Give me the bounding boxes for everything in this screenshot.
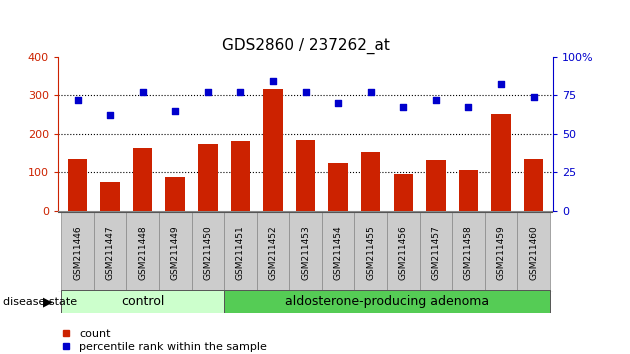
Text: GSM211450: GSM211450 — [203, 225, 212, 280]
Bar — [198, 144, 217, 211]
Point — [105, 112, 115, 118]
Bar — [484, 212, 517, 292]
Bar — [61, 290, 224, 313]
Legend: count, percentile rank within the sample: count, percentile rank within the sample — [57, 324, 272, 354]
Point — [464, 105, 474, 110]
Text: aldosterone-producing adenoma: aldosterone-producing adenoma — [285, 295, 489, 308]
Bar — [322, 212, 355, 292]
Text: disease state: disease state — [3, 297, 81, 307]
Bar — [159, 212, 192, 292]
Bar — [224, 212, 256, 292]
Point — [137, 89, 147, 95]
Text: GSM211449: GSM211449 — [171, 225, 180, 280]
Text: GSM211451: GSM211451 — [236, 225, 245, 280]
Bar — [426, 160, 445, 211]
Point — [431, 97, 441, 103]
Bar — [166, 177, 185, 211]
Bar — [355, 212, 387, 292]
Bar — [361, 152, 381, 211]
Point — [236, 89, 246, 95]
Text: GSM211453: GSM211453 — [301, 225, 310, 280]
Text: GSM211448: GSM211448 — [138, 225, 147, 280]
Point — [301, 89, 311, 95]
Point — [170, 108, 180, 113]
Bar — [289, 212, 322, 292]
Text: GSM211455: GSM211455 — [366, 225, 375, 280]
Text: GSM211454: GSM211454 — [334, 225, 343, 280]
Bar — [328, 162, 348, 211]
Text: ▶: ▶ — [43, 295, 53, 308]
Text: GSM211446: GSM211446 — [73, 225, 82, 280]
Point — [268, 79, 278, 84]
Bar — [100, 182, 120, 211]
Bar — [263, 89, 283, 211]
Bar — [491, 114, 511, 211]
Text: control: control — [121, 295, 164, 308]
Bar — [295, 140, 316, 211]
Text: GSM211456: GSM211456 — [399, 225, 408, 280]
Bar — [133, 148, 152, 211]
Bar — [68, 159, 88, 211]
Bar — [224, 290, 550, 313]
Bar — [387, 212, 420, 292]
Point — [365, 89, 375, 95]
Bar — [420, 212, 452, 292]
Bar — [452, 212, 484, 292]
Text: GSM211459: GSM211459 — [496, 225, 505, 280]
Bar — [517, 212, 550, 292]
Text: GSM211457: GSM211457 — [432, 225, 440, 280]
Bar — [127, 212, 159, 292]
Point — [72, 97, 83, 103]
Point — [529, 94, 539, 99]
Point — [398, 105, 408, 110]
Title: GDS2860 / 237262_at: GDS2860 / 237262_at — [222, 38, 389, 54]
Text: GSM211452: GSM211452 — [268, 225, 277, 280]
Text: GSM211458: GSM211458 — [464, 225, 473, 280]
Text: GSM211447: GSM211447 — [106, 225, 115, 280]
Bar — [192, 212, 224, 292]
Bar — [459, 170, 478, 211]
Bar — [524, 159, 543, 211]
Point — [333, 100, 343, 105]
Point — [203, 89, 213, 95]
Text: GSM211460: GSM211460 — [529, 225, 538, 280]
Bar — [61, 212, 94, 292]
Point — [496, 81, 506, 87]
Bar — [231, 141, 250, 211]
Bar — [394, 174, 413, 211]
Bar — [256, 212, 289, 292]
Bar — [94, 212, 127, 292]
